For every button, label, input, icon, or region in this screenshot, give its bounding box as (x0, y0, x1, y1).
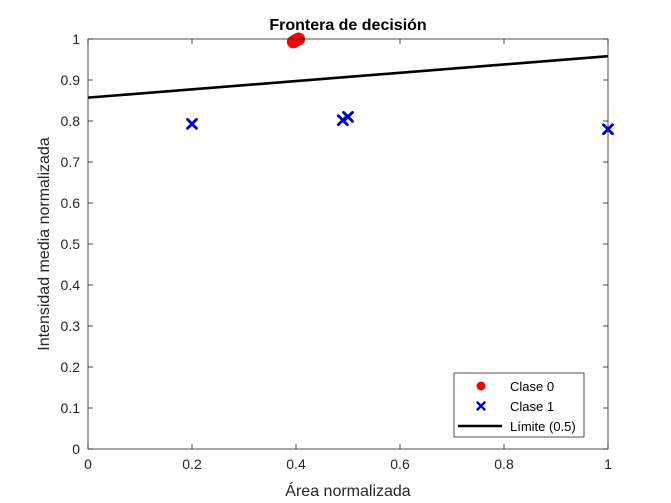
legend: Clase 0 Clase 1 Límite (0.5) (453, 372, 585, 438)
legend-marker (476, 381, 486, 391)
y-tick-label: 0.3 (61, 318, 81, 334)
y-tick-label: 0.5 (61, 236, 81, 252)
x-tick-label: 1 (604, 456, 612, 472)
legend-entry: Clase 1 (476, 399, 554, 414)
y-tick-label: 0.1 (61, 400, 81, 416)
series-clase-1 (186, 111, 614, 136)
y-tick-label: 0.9 (61, 72, 81, 88)
data-point (186, 117, 198, 130)
x-tick-label: 0 (84, 456, 92, 472)
y-tick-label: 0.4 (61, 277, 81, 293)
y-tick-label: 0.2 (61, 359, 81, 375)
y-tick-label: 1 (72, 31, 80, 47)
data-point (342, 111, 354, 123)
x-axis-label: Área normalizada (285, 481, 411, 500)
y-tick-label: 0.8 (61, 113, 81, 129)
legend-entry: Límite (0.5) (458, 419, 576, 434)
legend-marker (476, 401, 486, 411)
chart-title: Frontera de decisión (269, 17, 426, 34)
x-tick-label: 0.4 (286, 456, 306, 472)
legend-label: Clase 1 (510, 399, 554, 414)
y-tick-label: 0 (72, 441, 80, 457)
boundary-line (87, 54, 609, 99)
y-tick-label: 0.7 (61, 154, 81, 170)
axes-box (87, 38, 609, 450)
x-tick-label: 0.2 (182, 456, 202, 472)
series-l-mite-0-5 (87, 54, 609, 99)
x-tick-label: 0.8 (494, 456, 514, 472)
y-axis-label: Intensidad media normalizada (36, 137, 53, 351)
legend-label: Límite (0.5) (510, 419, 576, 434)
y-tick-label: 0.6 (61, 195, 81, 211)
x-tick-label: 0.6 (390, 456, 410, 472)
legend-entry: Clase 0 (476, 379, 554, 394)
legend-label: Clase 0 (510, 379, 554, 394)
